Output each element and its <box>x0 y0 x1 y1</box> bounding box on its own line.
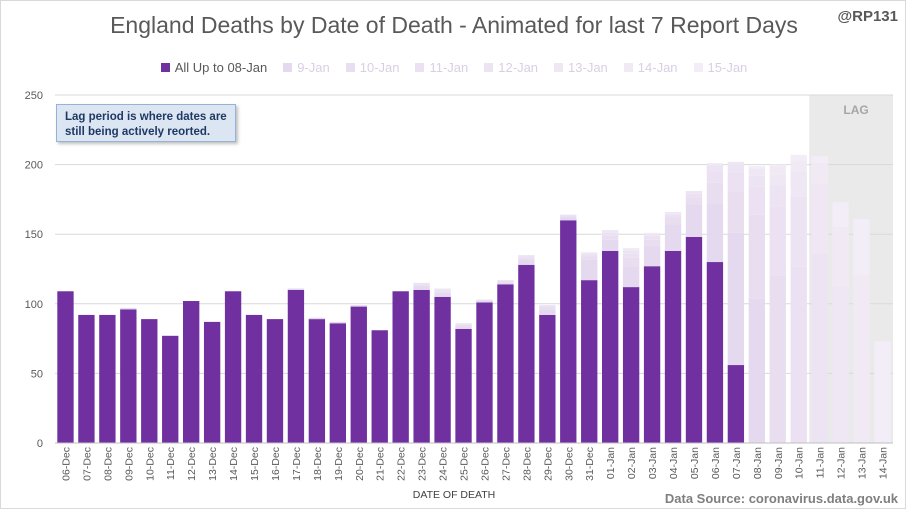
legend-item: All Up to 08-Jan <box>160 60 268 75</box>
author-handle: @RP131 <box>837 8 899 25</box>
x-axis-title: DATE OF DEATH <box>412 489 496 501</box>
legend-swatch <box>415 63 425 72</box>
legend-swatch <box>554 63 564 72</box>
legend-swatch <box>693 63 703 72</box>
legend-label: 9-Jan <box>297 60 330 75</box>
legend-item: 10-Jan <box>345 60 400 75</box>
legend-item: 13-Jan <box>554 60 608 75</box>
data-source: Data Source: coronavirus.data.gov.uk <box>664 491 898 506</box>
legend-swatch <box>283 63 293 72</box>
legend-item: 14-Jan <box>623 60 678 75</box>
legend-swatch <box>160 63 170 72</box>
legend-label: All Up to 08-Jan <box>174 60 268 75</box>
legend-item: 11-Jan <box>415 60 468 75</box>
legend-label: 14-Jan <box>637 60 678 75</box>
legend-label: 15-Jan <box>707 60 748 75</box>
legend: All Up to 08-Jan 9-Jan 10-Jan 11-Jan 12-Jan 1… <box>0 60 908 75</box>
legend-label: 11-Jan <box>429 60 469 75</box>
legend-item: 15-Jan <box>693 60 748 75</box>
chart-title: England Deaths by Date of Death - Animat… <box>110 12 798 38</box>
legend-item: 9-Jan <box>283 60 330 75</box>
legend-label: 12-Jan <box>498 60 539 75</box>
lag-note: Lag period is where dates are still bein… <box>56 104 236 142</box>
legend-swatch <box>484 63 494 72</box>
legend-swatch <box>623 63 633 72</box>
legend-item: 12-Jan <box>484 60 538 75</box>
legend-swatch <box>345 63 355 72</box>
legend-label: 10-Jan <box>359 60 400 75</box>
legend-label: 13-Jan <box>568 60 608 75</box>
